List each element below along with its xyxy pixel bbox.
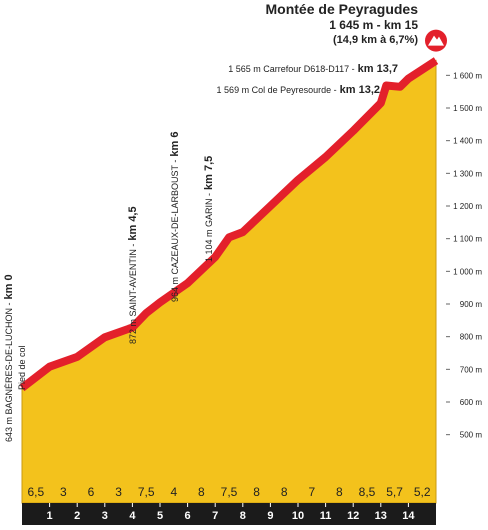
summit-icon: [428, 35, 444, 46]
y-tick-label: 900 m: [460, 300, 483, 309]
annotation-text: 643 m BAGNÈRES-DE-LUCHON -: [4, 302, 14, 442]
gradient-label: 5,2: [414, 485, 431, 499]
y-tick-label: 1 100 m: [453, 235, 482, 244]
annotation: 1 569 m Col de Peyresourde - km 13,2: [217, 84, 380, 96]
x-tick-label: 5: [157, 510, 163, 522]
y-tick-label: 1 000 m: [453, 267, 482, 276]
gradient-label: 7,5: [138, 485, 155, 499]
y-tick-label: 1 200 m: [453, 202, 482, 211]
annotation: 964 m CAZEAUX-DE-LARBOUST - km 6: [169, 132, 181, 302]
annotation: 643 m BAGNÈRES-DE-LUCHON - km 0: [3, 274, 15, 442]
x-tick-label: 2: [74, 510, 80, 522]
y-tick-label: 600 m: [460, 398, 483, 407]
profile-line: [19, 57, 439, 392]
subtitle: 1 645 m - km 15: [329, 18, 418, 32]
annotation-km: km 13,7: [358, 63, 398, 75]
annotation-km: km 6: [169, 132, 181, 157]
y-tick-label: 500 m: [460, 431, 483, 440]
y-tick-label: 1 300 m: [453, 169, 482, 178]
x-tick-label: 11: [320, 510, 332, 522]
x-tick-label: 6: [185, 510, 191, 522]
y-tick-label: 1 600 m: [453, 71, 482, 80]
annotation-text: 1 104 m GARIN -: [204, 193, 214, 262]
annotation: Pied de col: [17, 345, 27, 390]
annotation-text: 872 m SAINT-AVENTIN -: [128, 244, 138, 344]
x-tick-label: 4: [129, 510, 136, 522]
x-tick-label: 13: [375, 510, 387, 522]
gradient-label: 8,5: [359, 485, 376, 499]
annotation-km: km 4,5: [127, 206, 139, 240]
y-tick-label: 700 m: [460, 365, 483, 374]
y-tick-label: 1 400 m: [453, 137, 482, 146]
annotation-text: Pied de col: [17, 345, 27, 390]
y-tick-label: 1 500 m: [453, 104, 482, 113]
annotation-km: km 7,5: [203, 156, 215, 190]
gradient-label: 8: [198, 485, 205, 499]
x-tick-label: 3: [102, 510, 108, 522]
x-tick-label: 1: [47, 510, 53, 522]
x-tick-label: 12: [347, 510, 359, 522]
gradient-label: 7,5: [221, 485, 238, 499]
gradient-label: 7: [308, 485, 315, 499]
gradient-label: 8: [253, 485, 260, 499]
x-tick-label: 10: [292, 510, 304, 522]
y-tick-label: 800 m: [460, 333, 483, 342]
gradient-label: 3: [60, 485, 67, 499]
x-tick-label: 14: [402, 510, 415, 522]
base: [22, 503, 436, 525]
x-tick-label: 7: [212, 510, 218, 522]
annotation: 1 565 m Carrefour D618-D117 - km 13,7: [228, 63, 398, 75]
annotation-km: km 13,2: [340, 84, 380, 96]
x-tick-label: 9: [267, 510, 273, 522]
annotation-text: 1 569 m Col de Peyresourde -: [217, 85, 337, 95]
gradient-label: 8: [336, 485, 343, 499]
gradient-label: 5,7: [386, 485, 403, 499]
gradient-label: 4: [170, 485, 177, 499]
gradient-label: 6: [88, 485, 95, 499]
annotation: 872 m SAINT-AVENTIN - km 4,5: [127, 206, 139, 344]
annotation-text: 964 m CAZEAUX-DE-LARBOUST -: [170, 160, 180, 302]
x-tick-label: 8: [240, 510, 246, 522]
annotation-text: 1 565 m Carrefour D618-D117 -: [228, 64, 354, 74]
gradient-label: 6,5: [27, 485, 44, 499]
subtitle: (14,9 km à 6,7%): [333, 34, 418, 46]
chart-title: Montée de Peyragudes: [266, 1, 419, 17]
annotation-km: km 0: [3, 274, 15, 299]
profile-area: [21, 59, 437, 504]
annotation: 1 104 m GARIN - km 7,5: [203, 156, 215, 262]
gradient-label: 8: [281, 485, 288, 499]
gradient-label: 3: [115, 485, 122, 499]
